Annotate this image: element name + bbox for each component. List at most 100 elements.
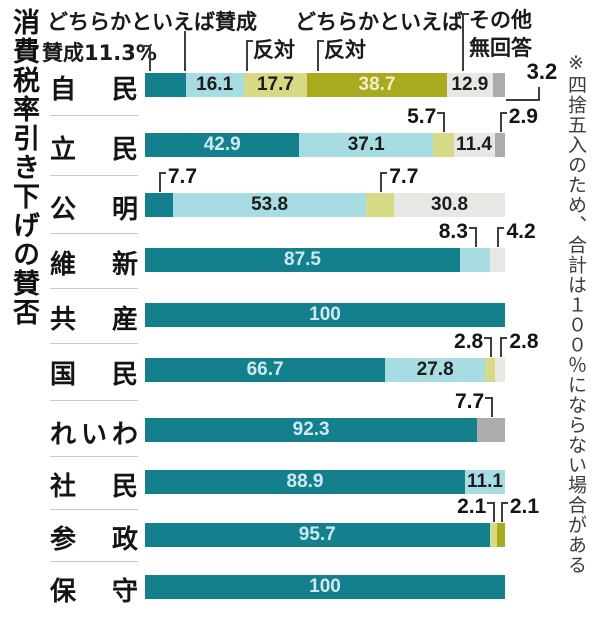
bar-segment: 87.5	[145, 248, 460, 272]
bar-segment	[495, 358, 506, 382]
segment-value-label: 27.8	[416, 359, 454, 380]
segment-value-label: 87.5	[284, 249, 321, 270]
callout-line	[380, 172, 383, 192]
bar-segment: 12.9	[446, 73, 494, 97]
bar-row: 53.8 30.8	[145, 193, 505, 217]
callout-line	[499, 112, 507, 114]
rounding-footnote: ※四捨五入のため、合計は１００％にならない場合がある	[565, 52, 587, 575]
callout-line	[158, 172, 161, 192]
bar-row: 66.7 27.8	[145, 358, 506, 382]
callout-value-label: 2.8	[509, 330, 539, 353]
callout-value-label: 7.7	[389, 165, 419, 188]
leader-line	[317, 40, 319, 71]
callout-line	[158, 172, 166, 174]
bar-segment	[145, 73, 186, 97]
segment-value-label: 30.8	[431, 194, 469, 215]
segment-value-label: 17.7	[256, 74, 294, 95]
bar-segment: 53.8	[172, 193, 367, 217]
callout-line	[487, 502, 495, 504]
party-label: 自民	[50, 75, 138, 105]
callout-line	[491, 397, 494, 417]
callout-line	[537, 87, 540, 100]
callout-value-label: 5.7	[407, 105, 437, 128]
party-label: 国民	[50, 360, 138, 390]
callout-value-label: 3.2	[526, 59, 558, 84]
bar-segment: 92.3	[145, 418, 478, 442]
party-label: れいわ	[50, 420, 138, 450]
bar-segment	[485, 358, 496, 382]
leader-line	[149, 45, 151, 71]
segment-value-label: 11.4	[456, 134, 492, 155]
bar-segment: 37.1	[299, 133, 433, 157]
leader-line	[184, 31, 186, 71]
row-separator	[50, 232, 138, 234]
bar-segment: 11.1	[465, 470, 505, 494]
callout-line	[497, 227, 505, 229]
bar-segment	[489, 248, 505, 272]
bar-segment	[477, 418, 505, 442]
legend-label-somewhat-oppose-1: どちらかといえば	[295, 10, 463, 34]
party-label: 社民	[50, 472, 138, 502]
bar-row: 42.9 37.1 11.4	[145, 133, 505, 157]
callout-line	[499, 112, 502, 132]
party-label: 保守	[50, 577, 138, 607]
row-separator	[50, 561, 138, 562]
callout-value-label: 4.2	[506, 220, 536, 243]
bar-segment: 88.9	[145, 470, 466, 494]
bar-segment: 66.7	[145, 358, 386, 382]
bar-segment	[460, 248, 490, 272]
bar-segment: 100	[145, 575, 505, 599]
legend-label-agree: 賛成11.3%	[42, 41, 157, 65]
bar-segment	[366, 193, 395, 217]
callout-line	[443, 112, 446, 132]
bar-segment: 100	[145, 303, 505, 327]
bar-row: 92.3	[145, 418, 505, 442]
callout-line	[485, 397, 493, 399]
callout-line	[490, 337, 493, 357]
party-label: 立民	[50, 135, 138, 165]
callout-value-label: 2.1	[509, 495, 540, 518]
bar-segment: 42.9	[145, 133, 300, 157]
row-separator	[50, 175, 138, 176]
leader-line	[462, 13, 469, 15]
party-label: 公明	[50, 195, 138, 225]
row-separator	[50, 115, 138, 116]
callout-line	[500, 337, 508, 339]
bar-row: 88.9 11.1	[145, 470, 505, 494]
bar-segment: 27.8	[385, 358, 486, 382]
callout-line	[380, 172, 388, 174]
bar-segment	[489, 523, 498, 547]
callout-value-label: 7.7	[167, 165, 198, 188]
row-separator	[50, 400, 138, 401]
bar-segment: 38.7	[307, 73, 447, 97]
row-separator	[50, 287, 138, 289]
callout-line	[468, 227, 476, 229]
bar-segment	[493, 73, 505, 97]
bar-segment: 17.7	[243, 73, 308, 97]
callout-line	[500, 502, 503, 522]
bar-segment	[432, 133, 454, 157]
segment-value-label: 37.1	[347, 134, 385, 155]
bar-segment: 16.1	[185, 73, 244, 97]
callout-line	[500, 502, 508, 504]
legend-label-oppose: 反対	[324, 38, 366, 62]
callout-value-label: 8.3	[438, 220, 468, 243]
callout-line	[474, 227, 477, 247]
leader-line	[246, 40, 253, 42]
callout-value-label: 7.7	[454, 390, 485, 413]
bar-segment: 11.4	[453, 133, 495, 157]
segment-value-label: 12.9	[451, 74, 489, 95]
callout-line	[484, 337, 492, 339]
segment-value-label: 16.1	[196, 74, 234, 95]
callout-value-label: 2.1	[457, 495, 487, 518]
callout-value-label: 2.9	[508, 105, 538, 128]
leader-line	[317, 40, 324, 42]
row-separator	[50, 342, 138, 344]
bar-segment	[494, 133, 505, 157]
leader-line	[246, 40, 248, 71]
row-separator	[50, 456, 138, 457]
callout-line	[493, 502, 496, 522]
row-separator	[50, 508, 138, 510]
callout-line	[500, 337, 503, 357]
